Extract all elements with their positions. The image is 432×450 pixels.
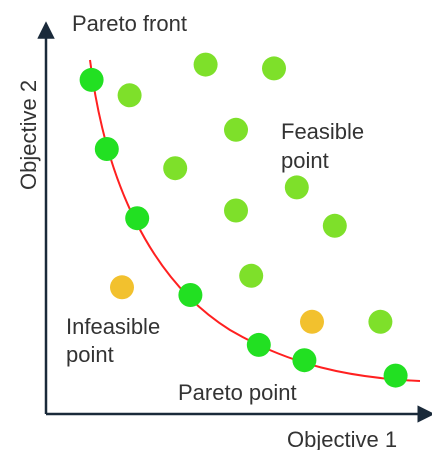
objective-1-label: Objective 1 [287,427,397,450]
pareto-point-5 [246,332,271,357]
feasible-point-2 [193,52,218,77]
feasible-points [117,52,393,334]
pareto-point-3 [125,206,150,231]
pareto-point-4 [178,283,203,307]
pareto-point-2 [94,137,119,161]
pareto-point-6 [292,348,317,373]
feasible-point-1 [117,83,142,108]
feasible-point-label-line1: Feasible [281,119,364,144]
pareto-front-label: Pareto front [72,11,187,36]
pareto-point-7 [383,363,408,388]
objective-2-label: Objective 2 [16,80,41,190]
feasible-point-6 [224,198,248,223]
infeasible-point-2 [300,309,324,334]
pareto-points [79,67,408,388]
feasible-point-10 [368,309,393,334]
pareto-point-label: Pareto point [178,380,297,405]
infeasible-points [110,275,324,334]
pareto-point-1 [79,67,104,92]
feasible-point-3 [262,56,286,81]
feasible-point-8 [322,213,347,238]
feasible-point-label-line2: point [281,148,329,173]
feasible-point-9 [239,263,264,288]
infeasible-point-label-line2: point [66,342,114,367]
feasible-point-4 [224,117,248,142]
feasible-point-5 [163,156,188,181]
infeasible-point-label-line1: Infeasible [66,314,160,339]
feasible-point-7 [284,175,309,200]
infeasible-point-1 [110,275,134,300]
